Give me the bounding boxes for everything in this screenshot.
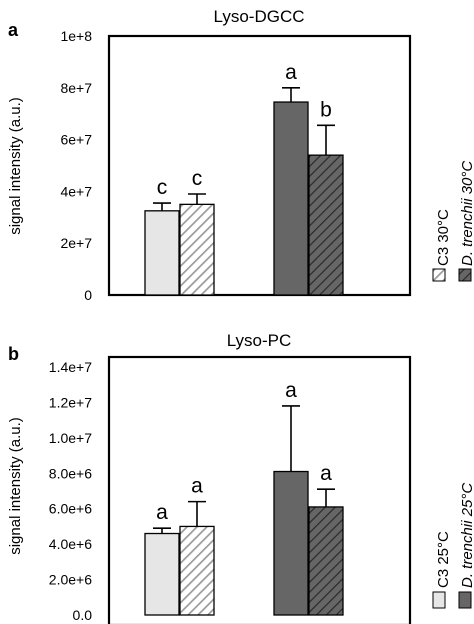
panel-a-significance-letter: b <box>320 98 332 121</box>
panel-a-plot-frame <box>107 34 412 297</box>
legend-swatch-d-trenchii <box>458 591 472 609</box>
panel-a-significance-letter: c <box>157 176 168 199</box>
panel-b-legend: C3 25°C D. trenchii 25°C <box>432 483 474 609</box>
panel-a-y-tick-label: 0 <box>84 287 92 303</box>
legend-swatch-c3 <box>432 591 446 609</box>
panel-b-y-tick-label: 6.0e+6 <box>49 501 92 517</box>
panel-a-bar <box>144 210 180 296</box>
panel-b-y-tick-label: 1.0e+7 <box>49 430 92 446</box>
panel-b-bar <box>144 532 180 616</box>
panel-a-bar <box>273 101 309 296</box>
panel-b-significance-letter: a <box>191 475 203 498</box>
panel-a-y-tick-label: 2e+7 <box>60 235 92 251</box>
panel-b-bar <box>273 470 309 616</box>
panel-b-y-tick-label: 1.4e+7 <box>49 359 92 375</box>
legend-label-c3: C3 30°C <box>435 209 452 266</box>
panel-b-significance-letter: a <box>156 501 168 524</box>
panel-a: a Lyso-DGCC signal intensity (a.u.) 0 2e… <box>7 7 474 303</box>
panel-b-y-tick-label: 1.2e+7 <box>49 394 92 410</box>
panel-a-y-tick-label: 6e+7 <box>60 132 92 148</box>
panel-a-y-ticks: 0 2e+7 4e+7 6e+7 8e+7 1e+8 <box>60 28 92 303</box>
panel-a-title: Lyso-DGCC <box>214 7 305 26</box>
panel-a-significance-letter: a <box>285 61 297 84</box>
legend-swatch-d-trenchii <box>458 268 472 282</box>
panel-b-significance-letter: a <box>285 379 297 402</box>
panel-a-significance-letter: c <box>192 167 203 190</box>
panel-a-legend: C3 30°C D. trenchii 30°C <box>432 161 474 282</box>
panel-letter-a: a <box>8 20 19 40</box>
panel-a-y-axis-label: signal intensity (a.u.) <box>7 97 24 235</box>
panel-b-y-tick-label: 8.0e+6 <box>49 465 92 481</box>
panel-b-bar <box>308 506 344 616</box>
panel-a-y-tick-label: 1e+8 <box>60 28 92 44</box>
panel-a-bar <box>308 154 344 296</box>
panel-letter-b: b <box>8 344 19 364</box>
panel-b-significance-letter: a <box>320 462 332 485</box>
panel-b-y-ticks: 0.0 2.0e+6 4.0e+6 6.0e+6 8.0e+6 1.0e+7 1… <box>49 359 92 623</box>
legend-label-d-trenchii: D. trenchii 25°C <box>459 483 474 588</box>
panel-b-y-tick-label: 4.0e+6 <box>49 536 92 552</box>
legend-label-c3: C3 25°C <box>435 531 452 588</box>
panel-a-bars: c c ab <box>144 61 344 296</box>
panel-a-y-tick-label: 4e+7 <box>60 183 92 199</box>
legend-swatch-c3 <box>432 268 446 282</box>
panel-b-y-tick-label: 0.0 <box>73 607 93 623</box>
panel-b: b Lyso-PC signal intensity (a.u.) 0.0 2.… <box>7 331 474 624</box>
panel-b-plot-frame <box>107 355 412 624</box>
panel-a-bar <box>179 203 215 296</box>
legend-label-d-trenchii: D. trenchii 30°C <box>459 161 474 266</box>
panel-b-bar <box>179 525 215 616</box>
panel-b-title: Lyso-PC <box>227 331 292 350</box>
panel-b-y-tick-label: 2.0e+6 <box>49 572 92 588</box>
panel-b-y-axis-label: signal intensity (a.u.) <box>7 417 24 555</box>
panel-a-y-tick-label: 8e+7 <box>60 80 92 96</box>
